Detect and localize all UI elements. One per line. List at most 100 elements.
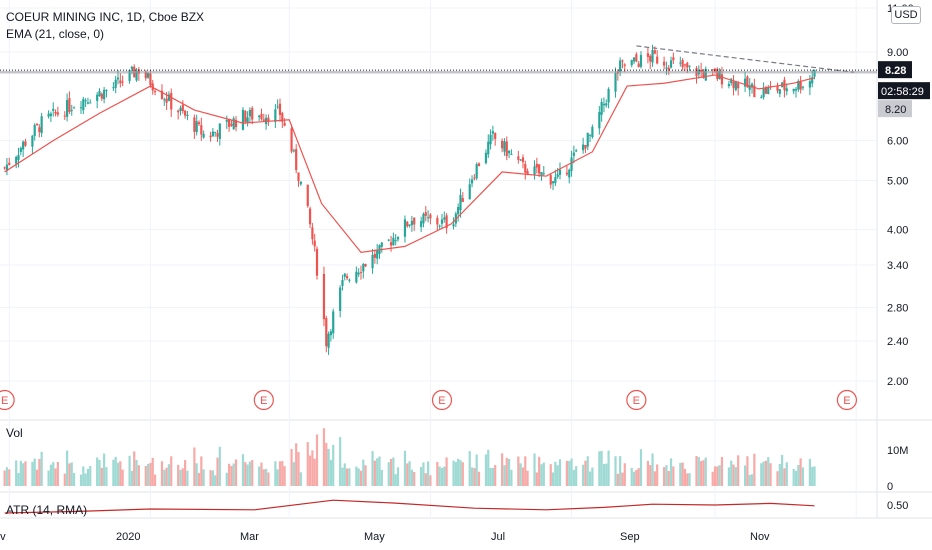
volume-bar <box>380 469 383 486</box>
candle-body <box>341 280 344 286</box>
candle-body <box>105 90 108 92</box>
atr-line <box>4 499 815 514</box>
candle-body <box>274 109 277 123</box>
volume-bar <box>244 462 247 486</box>
volume-tick-label: 0 <box>887 481 893 493</box>
candle-body <box>494 133 497 139</box>
candle-body <box>588 134 592 136</box>
candle-body <box>396 237 400 240</box>
level-label: 8.20 <box>885 104 906 116</box>
volume-bar <box>149 462 152 486</box>
volume-bar <box>586 456 589 486</box>
candle-body <box>748 85 751 90</box>
volume-bar <box>730 460 733 486</box>
earnings-marker[interactable]: E <box>253 389 274 411</box>
volume-bar <box>778 463 781 486</box>
candle-body <box>165 98 168 103</box>
candle-body <box>584 145 587 149</box>
earnings-marker[interactable]: E <box>836 389 858 411</box>
candle-body <box>501 140 504 149</box>
volume-bar <box>762 461 765 486</box>
currency-button[interactable]: USD <box>891 6 921 24</box>
volume-bar <box>718 465 721 486</box>
candle-body <box>440 219 444 224</box>
volume-bar <box>746 456 749 486</box>
candle-body <box>177 110 180 113</box>
volume-bar <box>452 460 455 486</box>
price-tick-label: 6.00 <box>887 136 908 148</box>
volume-bar <box>621 472 624 486</box>
candle-body <box>281 113 284 122</box>
volume-bar <box>311 450 314 486</box>
candle-body <box>5 164 9 171</box>
volume-bar <box>551 472 555 486</box>
candle-body <box>477 163 481 167</box>
candle-body <box>607 89 610 103</box>
candle-body <box>70 110 73 112</box>
candle-body <box>538 164 541 174</box>
volume-bar <box>753 453 756 486</box>
volume-bar <box>17 473 20 486</box>
volume-bar <box>89 466 92 486</box>
volume-bar <box>744 465 747 486</box>
volume-bar <box>440 467 444 486</box>
volume-bar <box>160 461 164 486</box>
time-axis-label: ov <box>0 531 6 543</box>
candle-body <box>359 272 363 274</box>
volume-bar <box>339 437 342 486</box>
price-tick-label: 9.00 <box>887 47 908 59</box>
volume-bar <box>100 467 103 486</box>
volume-bar <box>248 461 252 486</box>
volume-bar <box>373 460 376 486</box>
ema-legend[interactable]: EMA (21, close, 0) <box>6 27 105 41</box>
candle-body <box>422 213 425 224</box>
earnings-marker[interactable]: E <box>626 389 647 411</box>
candle-body <box>737 83 740 89</box>
candle-body <box>519 159 522 161</box>
volume-bar <box>501 453 504 486</box>
volume-bar <box>15 460 18 486</box>
volume-bar <box>526 470 529 486</box>
volume-bar <box>424 473 427 486</box>
candle-body <box>570 157 573 171</box>
ema-line <box>4 74 815 254</box>
volume-bar <box>533 453 536 486</box>
candle-body <box>424 212 427 216</box>
trendline[interactable] <box>636 45 854 73</box>
volume-bar <box>598 451 601 486</box>
volume-bar <box>785 462 788 486</box>
volume-legend[interactable]: Vol <box>6 426 23 440</box>
candle-body <box>276 106 279 108</box>
volume-bar <box>181 468 184 486</box>
candle-body <box>524 163 527 173</box>
candle-body <box>116 77 120 80</box>
volume-bar <box>40 451 43 486</box>
volume-bar <box>811 466 814 486</box>
candle-body <box>558 169 562 175</box>
volume-bar <box>202 469 205 486</box>
volume-bar <box>135 460 138 486</box>
candle-body <box>348 279 351 281</box>
volume-bar <box>637 468 640 486</box>
candle-body <box>679 62 682 64</box>
volume-bar <box>355 466 358 486</box>
earnings-marker[interactable]: E <box>0 389 15 411</box>
earnings-marker[interactable]: E <box>431 389 453 411</box>
earnings-label: E <box>633 395 640 407</box>
volume-bar <box>362 459 365 486</box>
symbol-legend[interactable]: COEUR MINING INC, 1D, Cboe BZX <box>6 10 205 24</box>
atr-legend[interactable]: ATR (14, RMA) <box>6 503 88 517</box>
candle-body <box>86 102 90 104</box>
volume-bar <box>410 469 413 486</box>
candle-body <box>602 103 606 106</box>
time-axis-label: Jul <box>491 531 505 543</box>
price-tick-label: 2.80 <box>887 302 908 314</box>
volume-bar <box>716 466 719 486</box>
volume-bar <box>572 470 575 486</box>
volume-bar <box>313 458 316 486</box>
volume-bar <box>808 458 811 486</box>
candle-body <box>313 240 316 247</box>
candle-body <box>24 141 27 146</box>
volume-bar <box>153 474 157 486</box>
